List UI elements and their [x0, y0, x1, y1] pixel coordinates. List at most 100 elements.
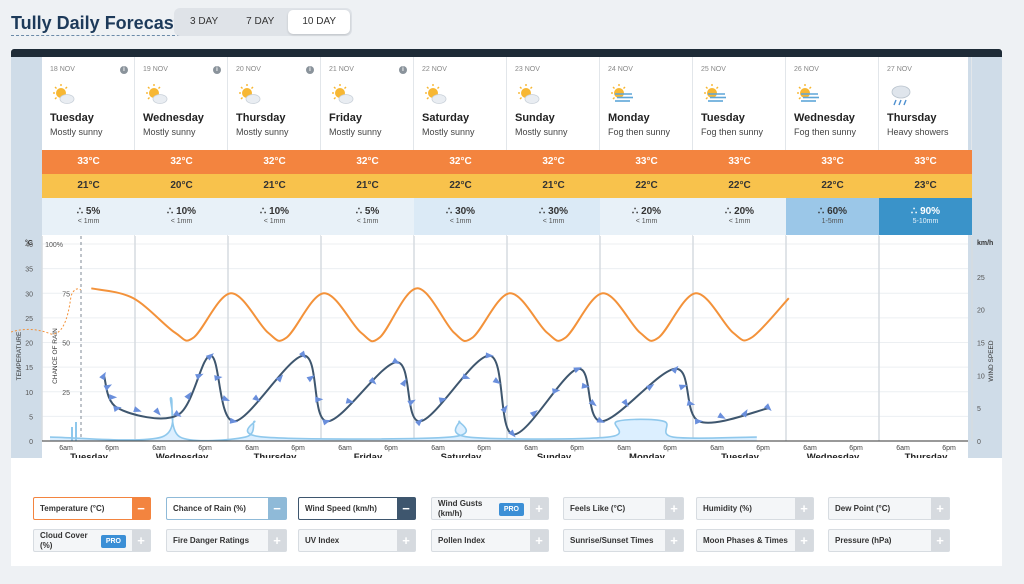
legend-label: Temperature (°C) — [40, 504, 105, 513]
wind-direction-arrow — [438, 397, 448, 404]
day-description: Mostly sunny — [236, 127, 289, 137]
min-temp: 21°C — [228, 174, 321, 198]
rain-chance-cell: ∴ 5% < 1mm — [321, 198, 414, 235]
rain-chance-cell: ∴ 90% 5-10mm — [879, 198, 972, 235]
plus-icon[interactable]: + — [931, 498, 949, 519]
legend-toggle[interactable]: Feels Like (°C) + — [563, 497, 684, 520]
wind-direction-arrow — [399, 378, 407, 387]
tab-10-day[interactable]: 10 DAY — [288, 10, 351, 34]
x-tick-label: 6am — [524, 445, 538, 452]
wind-direction-arrow — [322, 419, 331, 426]
max-temp: 32°C — [414, 150, 507, 174]
min-temp: 22°C — [786, 174, 879, 198]
wind-direction-arrow — [99, 371, 106, 381]
temp-tick-label: 30 — [25, 291, 33, 298]
plus-icon[interactable]: + — [795, 530, 813, 551]
raindrops-icon: ∴ — [355, 206, 363, 217]
plus-icon[interactable]: + — [530, 530, 548, 551]
legend-toggle[interactable]: Sunrise/Sunset Times + — [563, 529, 684, 552]
info-icon[interactable]: i — [120, 66, 128, 74]
min-temp: 21°C — [321, 174, 414, 198]
wind-tick-label: 25 — [977, 275, 985, 282]
legend-toggle[interactable]: Wind Gusts (km/h) PRO + — [431, 497, 549, 520]
x-tick-label: 6am — [245, 445, 259, 452]
legend-toggle[interactable]: Dew Point (°C) + — [828, 497, 950, 520]
rain-chance-cell: ∴ 10% < 1mm — [228, 198, 321, 235]
forecast-chart[interactable]: °C 0 5 10 15 20 25 30 35 40 0 25 50 75 100% TEMPERATURE… — [11, 236, 1002, 458]
temp-tick-label: 15 — [25, 365, 33, 372]
legend-toggle[interactable]: Wind Speed (km/h) − — [298, 497, 416, 520]
wind-direction-arrow — [763, 403, 772, 411]
rain-chance-cell: ∴ 30% < 1mm — [414, 198, 507, 235]
legend-toggle[interactable]: Pollen Index + — [431, 529, 549, 552]
raindrops-icon: ∴ — [538, 206, 546, 217]
wind-direction-arrow — [345, 397, 355, 404]
info-icon[interactable]: i — [213, 66, 221, 74]
plus-icon[interactable]: + — [397, 530, 415, 551]
max-temp: 33°C — [600, 150, 693, 174]
x-axis-band — [42, 441, 968, 458]
x-tick-label: 6pm — [384, 445, 398, 452]
legend-label: Cloud Cover (%) — [40, 531, 88, 550]
x-tick-label: 6pm — [291, 445, 305, 452]
wind-direction-arrow — [173, 410, 182, 417]
legend-toggle[interactable]: Humidity (%) + — [696, 497, 814, 520]
day-date: 25 NOV — [701, 66, 726, 73]
legend-toggle[interactable]: Temperature (°C) − — [33, 497, 151, 520]
x-tick-label: 6pm — [756, 445, 770, 452]
forecast-panel: 18 NOV i Tuesday Mostly sunny 33°C 21°C ∴ 5% < … — [11, 49, 1002, 566]
wind-direction-arrow — [717, 412, 726, 419]
plus-icon[interactable]: + — [530, 498, 548, 519]
temp-line — [91, 287, 790, 343]
rain-percent: 60% — [827, 206, 848, 217]
plus-icon[interactable]: + — [665, 530, 683, 551]
rain-tick-label: 75 — [62, 291, 70, 298]
legend-toggle[interactable]: Fire Danger Ratings + — [166, 529, 287, 552]
plus-icon[interactable]: + — [931, 530, 949, 551]
minus-icon[interactable]: − — [132, 498, 150, 519]
legend-label: Feels Like (°C) — [570, 504, 626, 513]
temp-tick-label: 5 — [29, 414, 33, 421]
panel-top-bar — [11, 49, 1002, 57]
tab-7-day[interactable]: 7 DAY — [246, 16, 275, 27]
info-icon[interactable]: i — [306, 66, 314, 74]
rain-amount: < 1mm — [77, 218, 100, 225]
day-name: Friday — [329, 112, 363, 124]
temp-past-line — [11, 288, 82, 335]
legend-label: Pollen Index — [438, 536, 486, 545]
min-temp: 22°C — [414, 174, 507, 198]
rain-chance-cell: ∴ 5% < 1mm — [42, 198, 135, 235]
wind-direction-arrow — [670, 365, 679, 374]
x-day-label: Thursday — [254, 452, 297, 458]
day-name: Wednesday — [143, 112, 204, 124]
day-name: Sunday — [515, 112, 555, 124]
day-name: Thursday — [236, 112, 286, 124]
x-day-label: Thursday — [905, 452, 948, 458]
day-column: 20 NOV i Thursday Mostly sunny 32°C 21°C ∴ 10%… — [228, 57, 321, 236]
x-tick-label: 6pm — [477, 445, 491, 452]
day-date: 21 NOV — [329, 66, 354, 73]
day-description: Mostly sunny — [143, 127, 196, 137]
minus-icon[interactable]: − — [268, 498, 286, 519]
plus-icon[interactable]: + — [795, 498, 813, 519]
legend-toggle[interactable]: Chance of Rain (%) − — [166, 497, 287, 520]
legend-label: Sunrise/Sunset Times — [570, 536, 654, 545]
plus-icon[interactable]: + — [132, 530, 150, 551]
legend-toggle[interactable]: Moon Phases & Times + — [696, 529, 814, 552]
tab-3-day[interactable]: 3 DAY — [190, 16, 219, 27]
minus-icon[interactable]: − — [397, 498, 415, 519]
wind-direction-arrow — [315, 396, 324, 403]
legend-toggle[interactable]: Cloud Cover (%) PRO + — [33, 529, 151, 552]
legend-toggle[interactable]: UV Index + — [298, 529, 416, 552]
info-icon[interactable]: i — [399, 66, 407, 74]
fog-sun-icon — [797, 84, 819, 102]
plus-icon[interactable]: + — [268, 530, 286, 551]
legend-toggle[interactable]: Pressure (hPa) + — [828, 529, 950, 552]
rain-percent: 10% — [176, 206, 197, 217]
legend-label: UV Index — [305, 536, 340, 545]
day-column: 23 NOV Sunday Mostly sunny 32°C 21°C ∴ 30% < 1… — [507, 57, 600, 236]
rain-amount: < 1mm — [728, 218, 751, 225]
temp-tick-label: 35 — [25, 267, 33, 274]
plus-icon[interactable]: + — [665, 498, 683, 519]
wind-direction-arrow — [529, 410, 538, 418]
